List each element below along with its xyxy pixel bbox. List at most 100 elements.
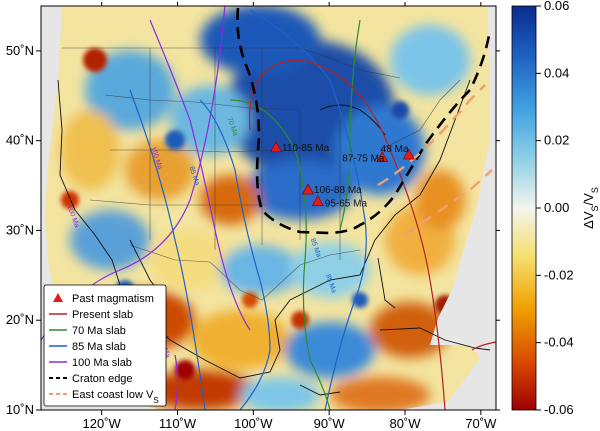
- anomaly-blob: [70, 210, 150, 270]
- present-slab-line: [471, 341, 496, 351]
- anomaly-blob: [83, 48, 107, 72]
- legend-label: 85 Ma slab: [72, 341, 126, 353]
- coastline-mainland: [57, 79, 471, 379]
- anomaly-blob: [125, 140, 195, 200]
- magmatism-label: 106-88 Ma: [314, 185, 362, 196]
- x-tick-label: 120˚W: [83, 416, 122, 431]
- slab-100ma-line: [174, 354, 179, 410]
- state-boundary: [379, 79, 461, 151]
- y-axis-ticks: 10˚N 20˚N 30˚N 40˚N 50˚N: [6, 43, 500, 417]
- x-tick-label: 80˚W: [389, 416, 421, 431]
- colorbar-label-sub1: S: [590, 205, 600, 211]
- colorbar-label: ΔVS/VS: [581, 187, 600, 229]
- anomaly-blob: [242, 292, 258, 308]
- great-lakes-outline: [319, 104, 386, 136]
- anomaly-blob: [330, 377, 430, 410]
- colorbar-tick-label: -0.04: [544, 335, 574, 350]
- anomaly-blob: [240, 377, 320, 410]
- anomaly-blob: [145, 370, 255, 410]
- legend-symbol-triangle: [53, 293, 63, 302]
- anomaly-blob: [60, 110, 120, 190]
- anomaly-blob: [285, 322, 375, 378]
- east-coast-low-vs-line: [404, 169, 493, 236]
- coastline-cuba: [379, 327, 491, 351]
- colorbar-ticks: 0.06 0.04 0.02 0.00 -0.02 -0.04 -0.06: [536, 0, 574, 417]
- colorbar-label-slash: /V: [581, 193, 596, 206]
- anomaly-blob: [165, 130, 185, 150]
- magmatism-marker: [270, 141, 283, 153]
- y-tick-label: 50˚N: [6, 43, 34, 58]
- legend-label: Past magmatism: [72, 293, 154, 305]
- present-slab-line: [248, 59, 446, 410]
- legend-label: 100 Ma slab: [72, 357, 132, 369]
- x-tick-label: 70˚W: [465, 416, 497, 431]
- magmatism-marker: [311, 195, 324, 207]
- legend-box: [43, 284, 167, 407]
- x-tick-label: 110˚W: [159, 416, 197, 431]
- x-tick-label: 90˚W: [314, 416, 346, 431]
- colorbar-tick-label: 0.00: [544, 200, 569, 215]
- colorbar: 0.060.040.020.00-0.02-0.04-0.06 ΔVS/VS: [511, 0, 600, 417]
- anomaly-blob: [290, 242, 370, 298]
- east-coast-low-vs-line: [377, 84, 486, 187]
- state-boundary: [89, 199, 265, 206]
- colorbar-label-sub2: S: [590, 187, 600, 193]
- anomaly-blob: [415, 170, 465, 230]
- legend-label: Present slab: [72, 309, 133, 321]
- no-data-mask-east: [400, 6, 496, 410]
- anomaly-blob: [370, 302, 450, 358]
- magmatism-label: 95-65 Ma: [325, 199, 368, 210]
- state-boundary: [104, 94, 301, 111]
- magmatism-label: 87-75 Ma: [342, 154, 385, 165]
- slab-85ma-line: [249, 9, 367, 410]
- magmatism-marker: [301, 183, 314, 195]
- magmatism-label: 48 Ma: [381, 144, 409, 155]
- slab-85ma-line: [129, 89, 206, 410]
- anomaly-blob: [390, 25, 470, 95]
- magmatism-marker: [402, 148, 415, 160]
- legend-label: East coast low VS: [72, 389, 159, 405]
- anomaly-blob: [175, 360, 195, 380]
- legend-label: Craton edge: [72, 373, 133, 385]
- colorbar-tick-label: -0.06: [544, 402, 574, 417]
- legend-label-sub: S: [153, 396, 158, 405]
- craton-edge-line: [236, 7, 492, 235]
- slab-100ma-line: [149, 19, 251, 331]
- legend: Past magmatism Present slab 70 Ma slab 85 M…: [43, 284, 167, 407]
- coastlines: [57, 79, 491, 396]
- anomaly-blob: [61, 191, 79, 209]
- coastline-central-america: [299, 384, 341, 396]
- border-us-mexico: [129, 244, 361, 301]
- state-boundary: [110, 149, 276, 153]
- colorbar-tick-label: 0.06: [544, 0, 569, 13]
- anomaly-blob: [391, 101, 409, 119]
- colorbar-tick-label: 0.02: [544, 133, 569, 148]
- colorbar-tick-label: -0.02: [544, 267, 574, 282]
- magmatism-marker: [376, 151, 389, 163]
- colorbar-ramp: [511, 5, 537, 411]
- y-tick-label: 20˚N: [6, 312, 34, 327]
- anomaly-blob: [190, 310, 290, 370]
- legend-items: Past magmatism Present slab 70 Ma slab 85 M…: [49, 293, 159, 405]
- colorbar-label-delta: ΔV: [581, 211, 596, 229]
- x-axis-ticks: 120˚W 110˚W 100˚W 90˚W 80˚W 70˚W: [83, 2, 497, 431]
- slab-85ma-line: [199, 99, 271, 410]
- anomaly-blob: [150, 230, 230, 290]
- anomaly-blob: [200, 6, 320, 75]
- legend-label: 70 Ma slab: [72, 325, 126, 337]
- x-tick-label: 100˚W: [234, 416, 273, 431]
- slab-70ma-line: [229, 99, 331, 410]
- y-tick-label: 10˚N: [6, 402, 34, 417]
- slab-70ma-line: [339, 19, 361, 231]
- magmatism-label: 110-85 Ma: [282, 143, 330, 154]
- anomaly-blob: [291, 311, 309, 329]
- anomaly-blob: [220, 245, 300, 295]
- legend-label-main: East coast low V: [72, 389, 154, 401]
- colorbar-tick-label: 0.04: [544, 65, 569, 80]
- coastline-florida: [377, 257, 396, 309]
- political-boundaries: [62, 47, 461, 301]
- y-tick-label: 40˚N: [6, 133, 34, 148]
- y-tick-label: 30˚N: [6, 222, 34, 237]
